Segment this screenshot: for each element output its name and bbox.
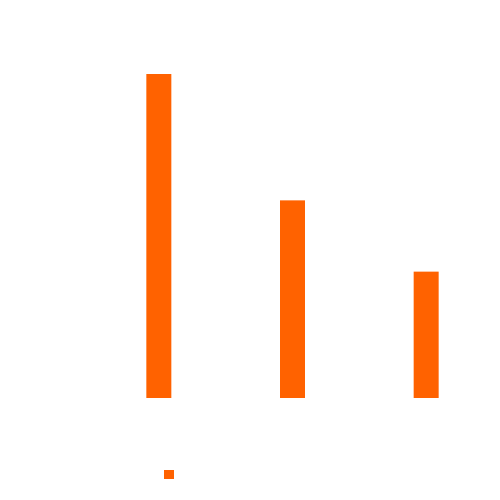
bar <box>280 200 305 398</box>
legend-swatch <box>164 470 174 479</box>
bar <box>413 271 439 398</box>
bar <box>146 74 172 398</box>
